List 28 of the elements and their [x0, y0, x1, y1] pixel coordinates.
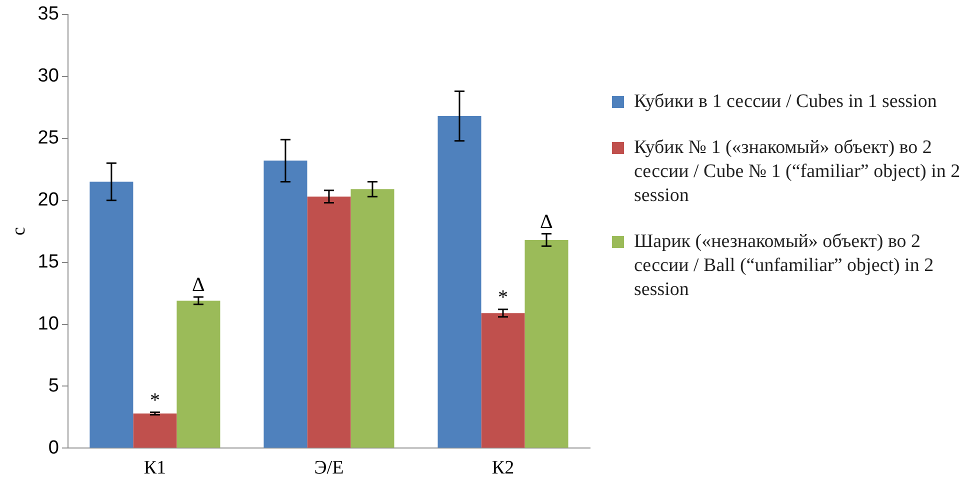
y-tick-label: 15: [38, 252, 59, 273]
y-tick-label: 5: [48, 375, 59, 396]
bar: [350, 189, 394, 448]
y-tick-label: 20: [38, 190, 59, 211]
annotation: Δ: [540, 211, 554, 234]
bar: [307, 196, 351, 448]
bar: [438, 116, 482, 448]
bar: [264, 160, 308, 448]
legend-label: Кубик № 1 («знакомый» объект) во 2 сессии / Cube № 1 (“familiar” object) in 2 session: [634, 136, 962, 208]
bar: [90, 182, 134, 448]
x-tick-label: Э/E: [314, 458, 344, 479]
y-tick-label: 0: [48, 437, 59, 458]
annotation: *: [150, 390, 160, 412]
legend-label: Шарик («незнакомый» объект) во 2 сессии / Ball (“unfamiliar” object) in 2 session: [634, 230, 935, 302]
y-tick-label: 35: [38, 4, 59, 25]
bar: [176, 300, 220, 448]
y-tick-label: 30: [38, 66, 59, 87]
bar: [524, 240, 568, 448]
y-tick-label: 25: [38, 128, 59, 149]
annotation: *: [498, 286, 508, 309]
bar: [133, 413, 177, 448]
y-axis-title: c: [8, 227, 30, 236]
x-tick-label: К1: [144, 458, 166, 479]
annotation: Δ: [192, 274, 206, 296]
x-tick-label: К2: [492, 458, 514, 479]
legend-label: Кубики в 1 сессии / Cubes in 1 session: [634, 90, 937, 114]
bar: [481, 313, 525, 448]
y-tick-label: 10: [38, 313, 59, 334]
